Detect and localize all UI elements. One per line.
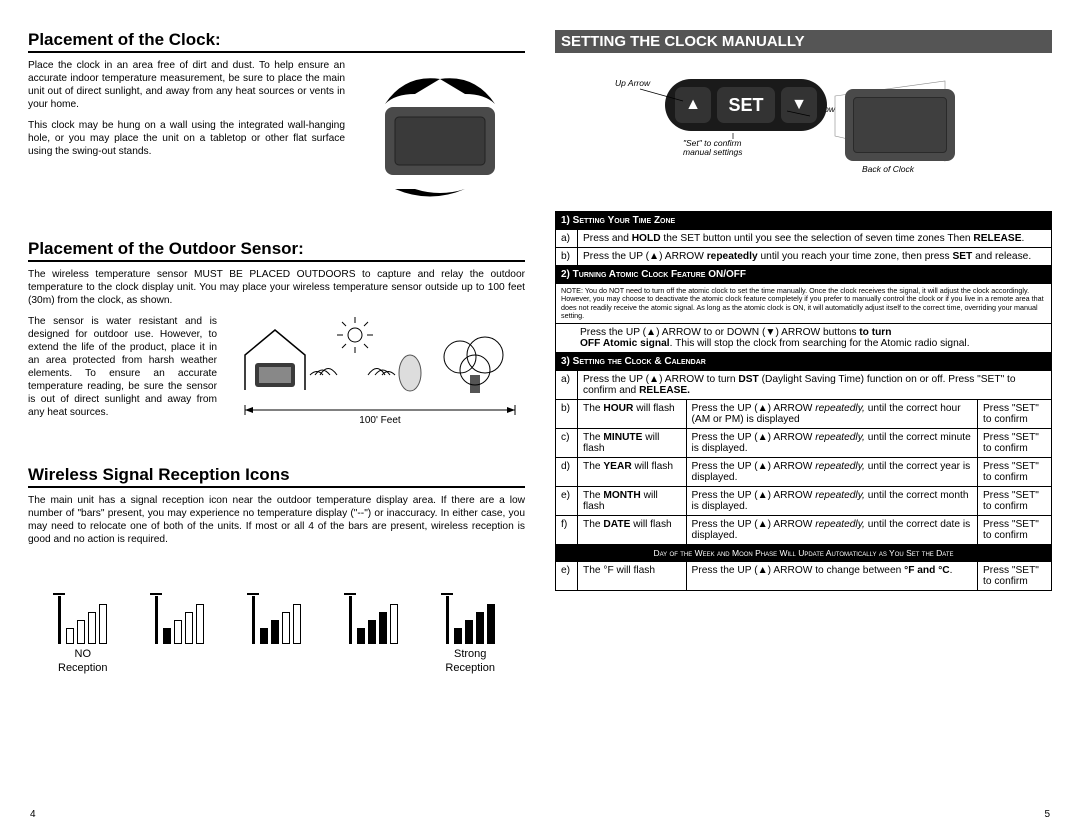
back-of-clock-illustration xyxy=(845,89,955,161)
signal-label-strong: Strong Reception xyxy=(445,648,495,674)
table-row: e)The °F will flashPress the UP (▲) ARRO… xyxy=(556,562,1052,591)
sensor-scene-illustration: 100' Feet xyxy=(235,315,525,445)
atomic-note: NOTE: You do NOT need to turn off the at… xyxy=(556,284,1052,324)
paragraph: The sensor is water resistant and is des… xyxy=(28,315,217,419)
table-row: e)The MONTH will flashPress the UP (▲) A… xyxy=(556,487,1052,516)
page-number-right: 5 xyxy=(1044,809,1050,820)
svg-text:100' Feet: 100' Feet xyxy=(359,415,401,426)
signal-label-no: NO Reception xyxy=(58,648,108,674)
table-row: c)The MINUTE will flashPress the UP (▲) … xyxy=(556,429,1052,458)
table-row: b)The HOUR will flashPress the UP (▲) AR… xyxy=(556,400,1052,429)
signal-strength-row: NO Reception Strong Reception xyxy=(28,596,525,674)
paragraph: Place the clock in an area free of dirt … xyxy=(28,59,345,111)
section-bar-setting-clock: SETTING THE CLOCK MANUALLY xyxy=(555,30,1052,53)
table-header-timezone: 1) Setting Your Time Zone xyxy=(556,212,1052,230)
table-row: d)The YEAR will flashPress the UP (▲) AR… xyxy=(556,458,1052,487)
paragraph: The main unit has a signal reception ico… xyxy=(28,494,525,546)
callout-set-confirm: "Set" to confirm manual settings xyxy=(683,139,743,158)
paragraph: The wireless temperature sensor MUST BE … xyxy=(28,268,525,307)
section-title-signal-icons: Wireless Signal Reception Icons xyxy=(28,465,525,488)
table-header-atomic: 2) Turning Atomic Clock Feature ON/OFF xyxy=(556,266,1052,284)
set-control-bubble: ▲ SET ▼ xyxy=(665,79,827,131)
table-row: f)The DATE will flashPress the UP (▲) AR… xyxy=(556,516,1052,545)
section-title-outdoor-sensor: Placement of the Outdoor Sensor: xyxy=(28,239,525,262)
callout-up-arrow: Up Arrow xyxy=(615,79,650,88)
page-number-left: 4 xyxy=(30,809,36,820)
right-page: SETTING THE CLOCK MANUALLY Up Arrow Down… xyxy=(555,30,1052,824)
left-page: Placement of the Clock: Place the clock … xyxy=(28,30,525,824)
set-button[interactable]: SET xyxy=(717,87,775,123)
section-title-placement-clock: Placement of the Clock: xyxy=(28,30,525,53)
table-header-clock-cal: 3) Setting the Clock & Calendar xyxy=(556,353,1052,371)
instruction-table: 1) Setting Your Time Zone a)Press and HO… xyxy=(555,211,1052,591)
up-arrow-button[interactable]: ▲ xyxy=(675,87,711,123)
paragraph: This clock may be hung on a wall using t… xyxy=(28,119,345,158)
auto-update-banner: Day of the Week and Moon Phase Will Upda… xyxy=(556,545,1052,562)
clock-illustration xyxy=(355,59,525,209)
callout-back-of-clock: Back of Clock xyxy=(862,165,914,174)
down-arrow-button[interactable]: ▼ xyxy=(781,87,817,123)
